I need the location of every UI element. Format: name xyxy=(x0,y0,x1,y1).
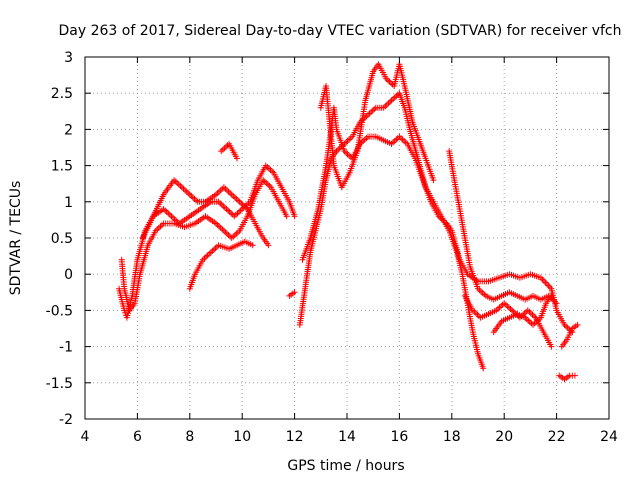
data-point xyxy=(283,213,290,220)
y-tick-label: -2 xyxy=(59,412,73,428)
y-tick-labels: -2 -1.5 -1 -0.5 0 0.5 1 1.5 2 2.5 3 xyxy=(46,50,73,428)
series-track-d xyxy=(186,238,256,292)
y-tick-label: 0 xyxy=(64,267,73,283)
series-track-c xyxy=(139,177,272,249)
y-tick-label: 1.5 xyxy=(51,159,73,175)
y-tick-label: 0.5 xyxy=(51,231,73,247)
data-point xyxy=(480,365,487,372)
y-tick-label: -1 xyxy=(59,340,73,356)
y-tick-label: 1 xyxy=(64,195,73,211)
x-tick-label: 4 xyxy=(81,429,90,445)
x-tick-label: 24 xyxy=(600,429,618,445)
x-axis-label: GPS time / hours xyxy=(287,458,404,474)
series-track-f xyxy=(286,289,298,299)
data-point xyxy=(430,177,437,184)
x-tick-label: 8 xyxy=(185,429,194,445)
chart-title: Day 263 of 2017, Sidereal Day-to-day VTE… xyxy=(58,23,621,39)
y-axis-label: SDTVAR / TECUs xyxy=(8,181,24,296)
data-point xyxy=(291,213,298,220)
data-point xyxy=(548,292,555,299)
x-tick-label: 18 xyxy=(443,429,461,445)
y-tick-label: 2 xyxy=(64,122,73,138)
axis-ticks xyxy=(84,56,610,420)
x-tick-label: 12 xyxy=(286,429,304,445)
x-tick-label: 16 xyxy=(390,429,408,445)
y-tick-label: -1.5 xyxy=(46,376,73,392)
data-point xyxy=(291,289,298,296)
data-point xyxy=(548,343,555,350)
series-track-h xyxy=(299,104,576,336)
x-tick-label: 22 xyxy=(548,429,566,445)
series-track-n xyxy=(558,321,581,350)
data-point xyxy=(553,300,560,307)
y-tick-label: 2.5 xyxy=(51,86,73,102)
series-track-m xyxy=(556,372,578,383)
y-tick-label: -0.5 xyxy=(46,303,73,319)
series-track-b xyxy=(118,177,290,314)
data-point xyxy=(249,242,256,249)
y-tick-label: 3 xyxy=(64,50,73,66)
series-track-l xyxy=(490,292,555,336)
data-point xyxy=(265,242,272,249)
x-tick-labels: 4 6 8 10 12 14 16 18 20 22 24 xyxy=(81,429,618,445)
series-track-i xyxy=(317,61,437,191)
x-tick-label: 6 xyxy=(133,429,142,445)
x-tick-label: 14 xyxy=(338,429,356,445)
data-series xyxy=(116,61,581,383)
data-point xyxy=(571,372,578,379)
data-point xyxy=(574,321,581,328)
data-point xyxy=(234,155,240,162)
x-tick-label: 20 xyxy=(495,429,513,445)
x-tick-label: 10 xyxy=(233,429,251,445)
series-track-e xyxy=(218,140,240,162)
